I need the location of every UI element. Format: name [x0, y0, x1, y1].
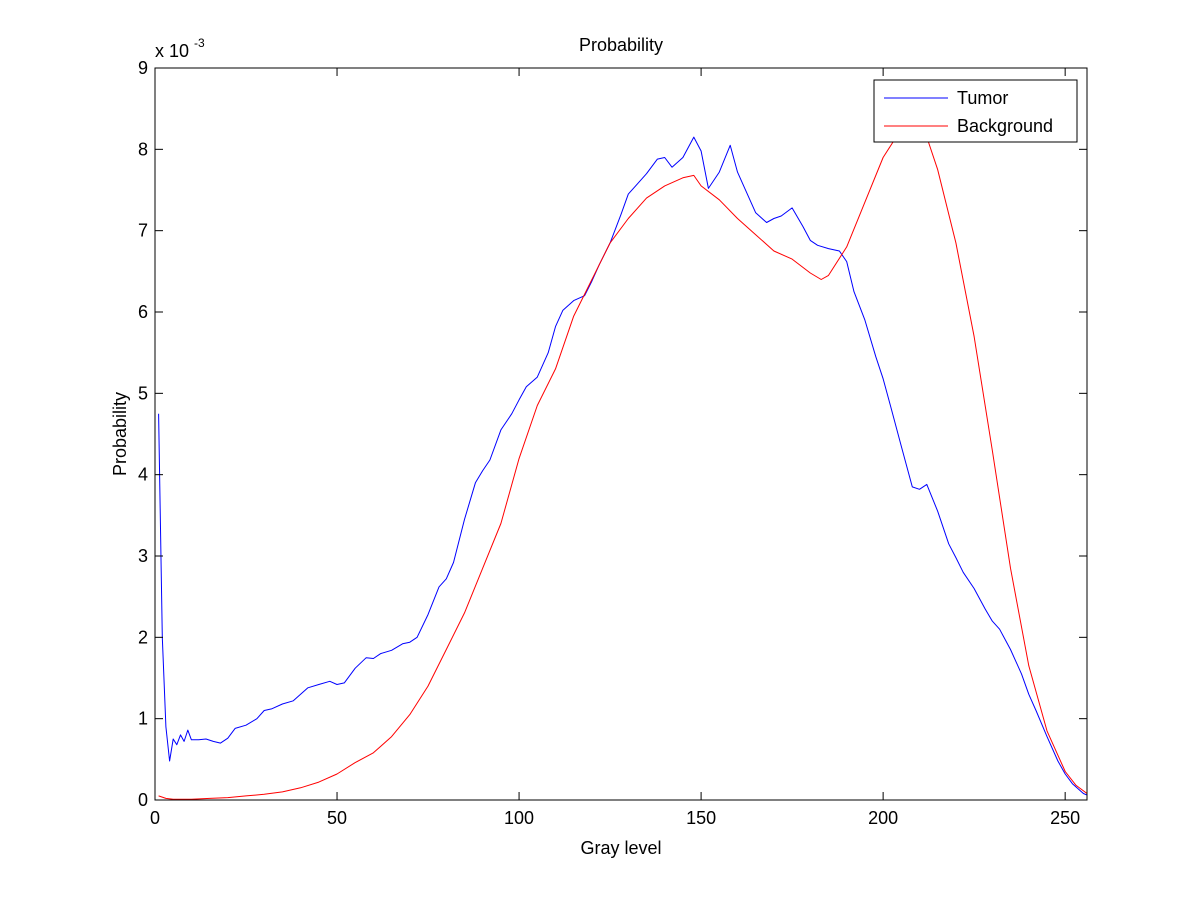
x-tick-label: 250: [1050, 808, 1080, 828]
plot-frame: [154, 67, 1088, 801]
series-lines: [158, 112, 1087, 800]
y-tick-label: 6: [138, 302, 148, 322]
y-tick-label: 3: [138, 546, 148, 566]
y-axis-scale-factor: x 10 -3: [155, 36, 205, 61]
x-tick-label: 100: [504, 808, 534, 828]
x-axis-label: Gray level: [580, 838, 661, 858]
y-tick-label: 8: [138, 139, 148, 159]
axis-ticks: 0 50 100 150 200 250 0 1 2 3 4 5 6 7 8 9: [138, 58, 1087, 828]
scale-factor-base: x 10: [155, 41, 189, 61]
chart-title: Probability: [579, 35, 663, 55]
legend: Tumor Background: [873, 79, 1078, 143]
scale-factor-exponent: -3: [194, 36, 205, 50]
y-tick-label: 0: [138, 790, 148, 810]
x-tick-label: 50: [327, 808, 347, 828]
x-tick-label: 0: [150, 808, 160, 828]
x-tick-label: 150: [686, 808, 716, 828]
x-tick-label: 200: [868, 808, 898, 828]
legend-box: [873, 79, 1078, 143]
y-axis-label: Probability: [110, 392, 130, 476]
legend-label-tumor: Tumor: [957, 88, 1008, 108]
y-tick-label: 4: [138, 465, 148, 485]
legend-label-background: Background: [957, 116, 1053, 136]
y-tick-label: 1: [138, 709, 148, 729]
y-tick-label: 9: [138, 58, 148, 78]
y-tick-label: 7: [138, 221, 148, 241]
y-tick-label: 2: [138, 627, 148, 647]
series-line-background: [158, 112, 1087, 800]
y-tick-label: 5: [138, 383, 148, 403]
